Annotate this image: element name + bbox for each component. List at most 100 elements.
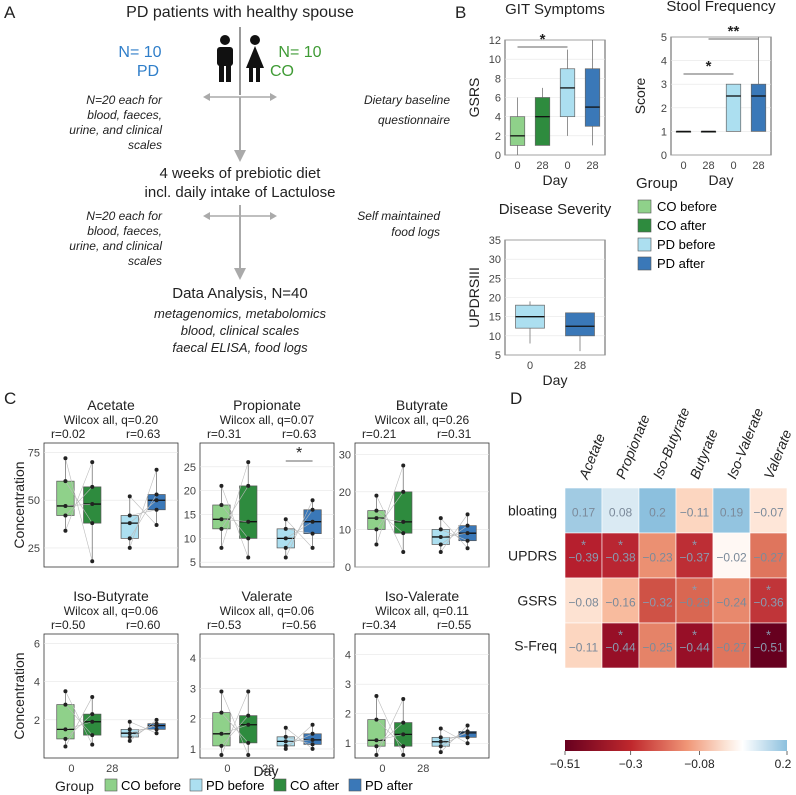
- c-facet-2-point: [465, 523, 470, 528]
- c-facet-5-xtick-label: 28: [417, 763, 429, 775]
- c-facet-3-point: [154, 731, 159, 736]
- c-facet-4-point: [219, 752, 224, 757]
- diet-step-line-1: 4 weeks of prebiotic diet: [160, 165, 322, 182]
- c-facet-5-point: [438, 739, 443, 744]
- legend-b-swatch-co-after: [637, 218, 652, 233]
- svg-text:questionnaire: questionnaire: [378, 113, 450, 127]
- c-facet-5-pair-line: [376, 695, 404, 756]
- c-facet-1-pair-line: [285, 509, 313, 549]
- c-facet-0-point: [127, 545, 132, 550]
- heatmap-row-label: bloating: [508, 503, 557, 519]
- heatmap-column-label: Valerate: [760, 427, 794, 481]
- c-facet-5-pair-line: [440, 731, 468, 747]
- c-facet-5-pair-line: [376, 698, 404, 756]
- heatmap-cell-value: −0.11: [680, 506, 710, 520]
- svg-text:scales: scales: [128, 138, 162, 152]
- colorbar-tick-label: −0.08: [684, 757, 715, 771]
- heatmap-significance-star: *: [581, 538, 586, 553]
- svg-text:faecal ELISA, food logs: faecal ELISA, food logs: [172, 340, 308, 355]
- b-git-xtick-label: 0: [514, 160, 520, 172]
- b-git-box: [584, 68, 601, 127]
- c-facet-2-pair-line: [376, 465, 404, 545]
- c-facet-2-point: [438, 534, 443, 539]
- right-note-2: Self maintained food logs: [357, 209, 440, 239]
- b-git-ytick-label: 2: [495, 131, 501, 143]
- c-facet-5-point: [401, 732, 406, 737]
- legend-b-label-co-before: CO before: [657, 199, 717, 214]
- c-facet-2-ytick-label: 30: [339, 449, 351, 461]
- c-facet-0-pair-line: [65, 480, 93, 524]
- heatmap-cell-value: −0.44: [605, 641, 636, 655]
- c-facet-2-pair-line: [440, 517, 468, 549]
- c-facet-1-point: [219, 503, 224, 507]
- c-facet-4-pair-line: [221, 715, 249, 747]
- c-facet-3-point: [90, 719, 95, 724]
- c-facet-4-xtick-label: 0: [224, 763, 230, 775]
- c-facet-5-point: [438, 744, 443, 749]
- right-note-1: Dietary baseline questionnaire: [364, 93, 450, 127]
- c-facet-3-pair-line: [65, 721, 93, 730]
- heatmap-cell: [601, 487, 640, 534]
- b-git-box: [559, 68, 576, 118]
- c-facet-4-xtick-label: 28: [262, 763, 274, 775]
- c-facet-2-point: [438, 549, 443, 554]
- heatmap-cell-value: 0.08: [609, 506, 633, 520]
- b-stool-xtick-label: 0: [680, 160, 686, 172]
- c-facet-3-test: Wilcox all, q=0.06: [64, 604, 159, 618]
- c-facet-4-pair-line: [285, 727, 313, 750]
- c-facet-5-point: [401, 720, 406, 725]
- c-facet-3-point: [63, 744, 68, 749]
- heatmap-cell-value: −0.07: [753, 506, 784, 520]
- b-git-ytick-label: 8: [495, 73, 501, 85]
- heatmap-column-label: Butyrate: [686, 427, 720, 482]
- c-facet-2-pair-line: [376, 510, 404, 534]
- b-git-ytick-label: 6: [495, 93, 501, 105]
- b-git-xlabel: Day: [543, 172, 568, 188]
- panel-a-flowchart: PD patients with healthy spouse N= 10 PD…: [69, 4, 450, 355]
- legend-c-title: Group: [55, 778, 94, 794]
- heatmap-column-label: Acetate: [575, 431, 608, 482]
- c-facet-0-pair-line: [129, 469, 157, 549]
- c-facet-3-point: [90, 694, 95, 699]
- c-facet-5-point: [465, 735, 470, 740]
- b-stool-ytick-label: 5: [661, 32, 667, 44]
- heatmap-cell: [564, 622, 603, 669]
- c-facet-1-ytick-label: 5: [190, 557, 196, 569]
- heatmap-significance-star: *: [766, 628, 771, 643]
- c-facet-2-point: [401, 519, 406, 524]
- b-stool-ytick-label: 2: [661, 103, 667, 115]
- heatmap-cell-value: −0.27: [753, 551, 784, 565]
- c-facet-3-point: [154, 721, 159, 726]
- b-stool-plot-area: [670, 36, 772, 156]
- c-facet-2-point: [374, 542, 379, 547]
- c-facet-1-point: [310, 519, 315, 524]
- c-facet-0-ytick-label: 25: [28, 543, 40, 555]
- legend-b-swatch-pd-after: [637, 256, 652, 271]
- legend-c: Group CO before PD before CO after PD af…: [55, 778, 413, 794]
- c-facet-0-point: [90, 521, 95, 526]
- legend-c-swatch-pd-after: [348, 778, 362, 792]
- legend-c-swatch-pd-before: [189, 778, 203, 792]
- c-facet-3-r-pd: r=0.60: [126, 618, 161, 632]
- c-facet-3-pair-line: [129, 721, 157, 734]
- c-facet-2-point: [465, 512, 470, 517]
- heatmap-cell: [638, 577, 677, 624]
- c-facet-2-point: [438, 516, 443, 521]
- c-facet-4-point: [246, 740, 251, 745]
- legend-b-label-co-after: CO after: [657, 218, 707, 233]
- c-facet-4-point: [283, 725, 288, 730]
- c-facet-0-title: Acetate: [87, 397, 135, 413]
- c-facet-3-ytick-label: 6: [34, 639, 40, 651]
- c-facet-3-point: [63, 702, 68, 707]
- c-facet-2-title: Butyrate: [396, 397, 448, 413]
- heatmap-cell-value: 0.17: [572, 506, 596, 520]
- down-arrow-1: [234, 150, 246, 162]
- b-git-ytick-label: 4: [495, 112, 501, 124]
- heatmap-cell-value: −0.25: [642, 641, 673, 655]
- c-facet-1-r-pd: r=0.63: [282, 427, 317, 441]
- diet-step-line-2: incl. daily intake of Lactulose: [145, 184, 336, 201]
- b-stool-xtick-label: 0: [730, 160, 736, 172]
- c-facet-0-pair-line: [65, 461, 93, 531]
- c-facet-3-xtick-label: 0: [68, 763, 74, 775]
- heatmap-cell: [675, 622, 714, 669]
